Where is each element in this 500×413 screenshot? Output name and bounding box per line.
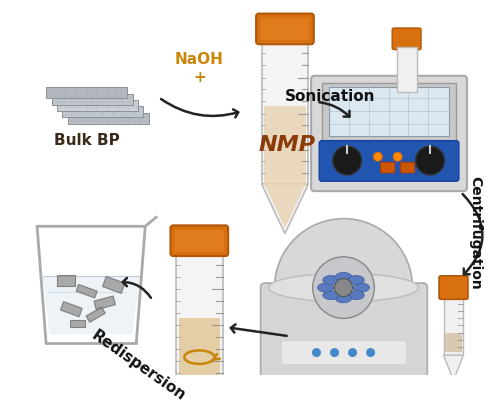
FancyBboxPatch shape <box>175 230 224 252</box>
Ellipse shape <box>348 275 364 285</box>
FancyBboxPatch shape <box>380 162 395 173</box>
FancyBboxPatch shape <box>86 307 106 322</box>
Polygon shape <box>52 94 132 104</box>
Polygon shape <box>62 107 144 117</box>
FancyBboxPatch shape <box>260 283 428 377</box>
Polygon shape <box>68 113 149 123</box>
Circle shape <box>374 152 382 161</box>
Circle shape <box>334 279 352 297</box>
FancyBboxPatch shape <box>319 141 459 181</box>
Wedge shape <box>274 218 412 287</box>
Text: Bulk BP: Bulk BP <box>54 133 120 148</box>
FancyBboxPatch shape <box>322 83 456 142</box>
Polygon shape <box>46 88 127 98</box>
FancyBboxPatch shape <box>396 47 416 92</box>
FancyBboxPatch shape <box>311 76 467 191</box>
Polygon shape <box>444 355 464 380</box>
Polygon shape <box>178 396 220 413</box>
FancyBboxPatch shape <box>329 87 449 136</box>
Circle shape <box>416 146 444 175</box>
Ellipse shape <box>354 283 370 292</box>
FancyBboxPatch shape <box>282 341 406 364</box>
FancyBboxPatch shape <box>70 320 85 327</box>
Circle shape <box>312 348 321 357</box>
FancyBboxPatch shape <box>60 301 82 317</box>
Text: NaOH
+: NaOH + <box>175 52 224 85</box>
FancyBboxPatch shape <box>439 276 468 299</box>
Polygon shape <box>57 100 138 111</box>
FancyBboxPatch shape <box>57 275 75 286</box>
FancyBboxPatch shape <box>94 296 116 310</box>
FancyBboxPatch shape <box>392 28 421 50</box>
Ellipse shape <box>318 283 334 292</box>
Polygon shape <box>262 184 308 233</box>
Ellipse shape <box>268 273 418 302</box>
Ellipse shape <box>348 291 364 300</box>
FancyBboxPatch shape <box>446 332 462 352</box>
FancyBboxPatch shape <box>264 107 306 186</box>
Text: NMP: NMP <box>258 135 316 155</box>
FancyBboxPatch shape <box>262 40 308 184</box>
Circle shape <box>332 146 362 175</box>
Polygon shape <box>264 184 306 228</box>
Circle shape <box>366 348 375 357</box>
Ellipse shape <box>336 272 351 281</box>
FancyBboxPatch shape <box>400 162 414 173</box>
FancyBboxPatch shape <box>102 276 125 293</box>
FancyBboxPatch shape <box>170 225 228 256</box>
FancyBboxPatch shape <box>178 318 220 398</box>
Polygon shape <box>176 396 223 413</box>
Text: Sonication: Sonication <box>285 89 376 104</box>
FancyBboxPatch shape <box>176 252 223 396</box>
Ellipse shape <box>323 275 339 285</box>
Text: Centrifugation: Centrifugation <box>468 176 482 290</box>
Polygon shape <box>42 276 140 335</box>
FancyBboxPatch shape <box>260 18 310 40</box>
Circle shape <box>348 348 357 357</box>
FancyBboxPatch shape <box>444 297 464 355</box>
Ellipse shape <box>323 291 339 300</box>
Ellipse shape <box>336 294 351 303</box>
FancyBboxPatch shape <box>76 285 97 298</box>
Circle shape <box>330 348 339 357</box>
FancyBboxPatch shape <box>256 14 314 44</box>
Circle shape <box>312 257 374 318</box>
Circle shape <box>393 152 402 161</box>
Text: Redispersion: Redispersion <box>88 327 188 403</box>
